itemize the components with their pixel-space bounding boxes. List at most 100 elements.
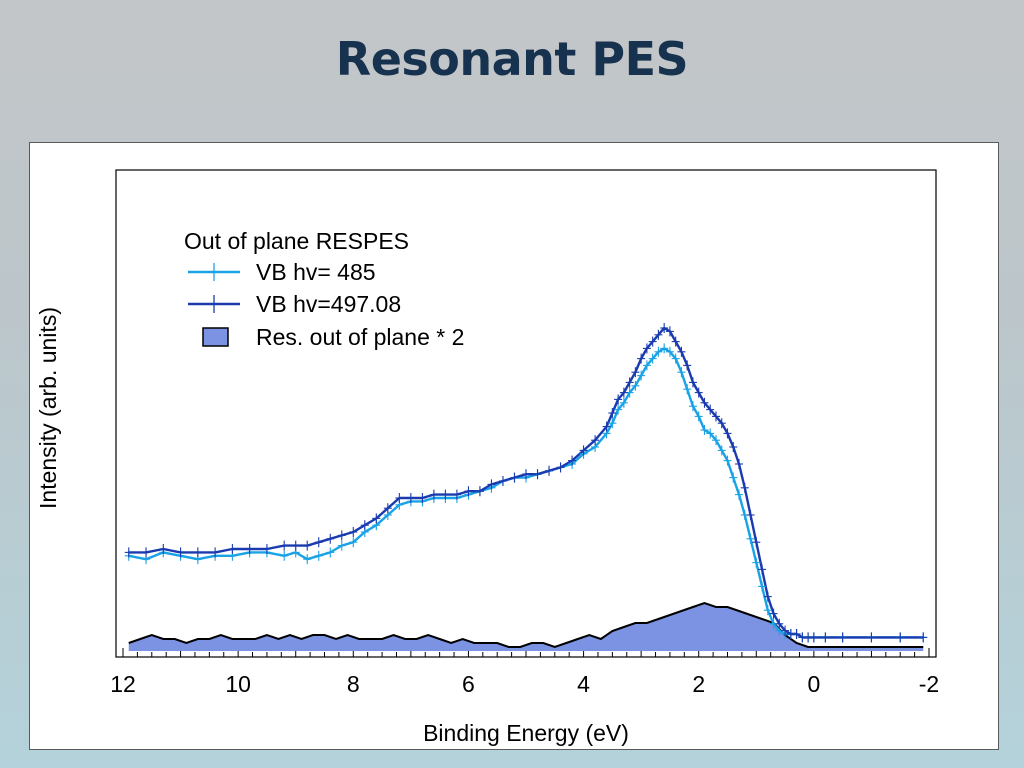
vb497-point [441,489,450,500]
vb497-point [337,530,346,541]
vb497-point [614,394,623,405]
x-axis-label: Binding Energy (eV) [423,720,629,746]
vb497-point [406,493,415,503]
vb485-point [717,445,726,456]
vb497-point [763,591,772,602]
vb497-point [262,544,271,554]
vb497-point [775,618,784,629]
vb497-point [498,476,507,486]
page-title: Resonant PES [335,32,689,86]
legend-entry-vb485: VB hv= 485 [256,259,376,285]
vb497-point [303,540,312,551]
vb497-point [280,540,289,551]
vb485-point [677,367,686,378]
x-tick-label: 10 [225,671,251,697]
vb497-point [694,387,703,398]
vb497-point [383,503,392,514]
vb497-point [193,547,202,558]
vb497-point [602,421,611,432]
x-tick-label: 4 [577,671,590,697]
series-res-area [128,603,924,651]
vb497-point [372,513,381,524]
vb497-point [176,547,185,558]
legend-entry-res: Res. out of plane * 2 [256,324,464,350]
legend-title: Out of plane RESPES [184,228,409,254]
vb497-point [896,632,905,643]
vb497-point [642,343,651,354]
vb497-point [758,564,767,575]
vb497-point [821,632,830,643]
vb485-point [671,353,680,364]
chart-svg: 12 10 8 6 4 2 0 -2 Intensity (arb. units) Bindi… [35,169,939,746]
vb497-point [475,486,484,497]
vb485-point [280,550,289,561]
vb497-point [654,329,663,340]
vb497-point [706,404,715,415]
vb497-point [792,629,801,639]
vb497-point [533,469,542,480]
vb485-point [688,401,697,412]
vb485-point [608,418,617,429]
vb497-point [522,469,530,480]
vb497-point [637,353,646,364]
vb497-point [769,608,778,619]
vb485-point [637,370,646,381]
vb497-point [648,336,657,347]
x-tick-label: 12 [110,671,136,697]
vb497-point [671,336,680,347]
vb485-point [619,397,628,408]
vb485-point [729,472,738,483]
vb497-point [688,377,697,388]
vb497-point [291,540,300,551]
vb497-point [746,510,755,520]
vb497-point [326,533,335,544]
vb497-point [360,520,369,531]
vb497-point [349,527,358,537]
vb497-point [452,489,461,500]
vb485-point [752,557,761,568]
series-res-outline [128,601,924,649]
vb497-point [395,493,404,503]
legend-entry-vb497: VB hv=497.08 [256,291,401,317]
vb485-point [303,554,312,565]
vb485-point [758,581,767,592]
vb497-point [124,547,133,558]
x-tick-label: -2 [919,671,939,697]
vb497-point [142,547,151,558]
vb497-point [723,428,732,439]
vb497-point [159,544,168,554]
vb497-point [740,482,749,493]
vb485-point [711,435,720,446]
vb497-point [729,442,738,452]
x-tick-label: 6 [462,671,475,697]
marker-layer [124,323,928,643]
vb485-point [648,353,657,364]
y-axis-label: Intensity (arb. units) [35,307,61,509]
vb497-point [568,455,577,466]
legend: Out of plane RESPES VB hv= 485 VB hv=497… [184,228,464,350]
vb485-point [654,346,663,357]
vb497-point [579,445,588,456]
plot-area [115,169,937,658]
vb497-point [700,397,709,408]
vb497-point [228,544,237,554]
vb485-point [694,411,703,422]
x-axis-ticks [122,648,930,657]
vb497-point [556,462,565,473]
vb485-point [614,404,623,415]
vb485-point [665,346,674,357]
x-tick-label: 8 [347,671,360,697]
vb485-point [746,533,755,544]
vb485-point [763,605,772,616]
vb485-point [683,384,692,395]
vb497-point [809,632,818,643]
vb497-point [660,323,669,333]
x-tick-label: 2 [692,671,705,697]
vb497-point [245,544,254,554]
vb485-point [660,343,669,354]
vb485-point [700,425,709,435]
vb497-point [919,632,928,643]
vb485-point [735,489,744,500]
vb497-point [665,326,674,337]
vb497-point [510,472,519,483]
